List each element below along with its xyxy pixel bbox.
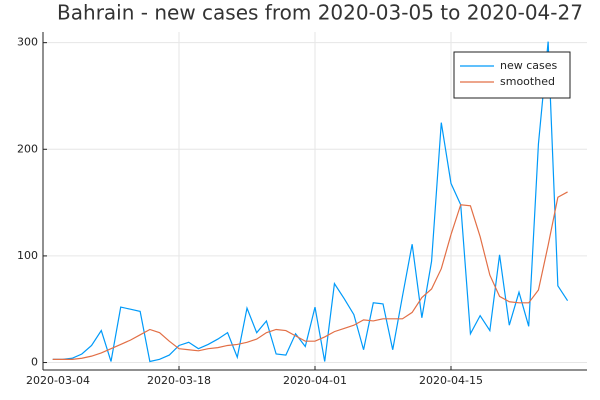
x-tick-label: 2020-04-15 — [419, 374, 483, 387]
data-line — [52, 41, 569, 363]
y-tick-label: 300 — [17, 36, 38, 49]
legend-box — [453, 51, 571, 99]
legend-label: smoothed — [500, 75, 555, 88]
legend-label: new cases — [500, 59, 558, 72]
chart-title: Bahrain - new cases from 2020-03-05 to 2… — [57, 1, 583, 25]
y-tick-label: 100 — [17, 249, 38, 262]
x-tick-label: 2020-04-01 — [283, 374, 347, 387]
x-tick-label: 2020-03-04 — [26, 374, 90, 387]
data-line — [52, 191, 568, 360]
x-tick-label: 2020-03-18 — [147, 374, 211, 387]
y-tick-label: 0 — [31, 356, 38, 369]
y-tick-label: 200 — [17, 142, 38, 155]
